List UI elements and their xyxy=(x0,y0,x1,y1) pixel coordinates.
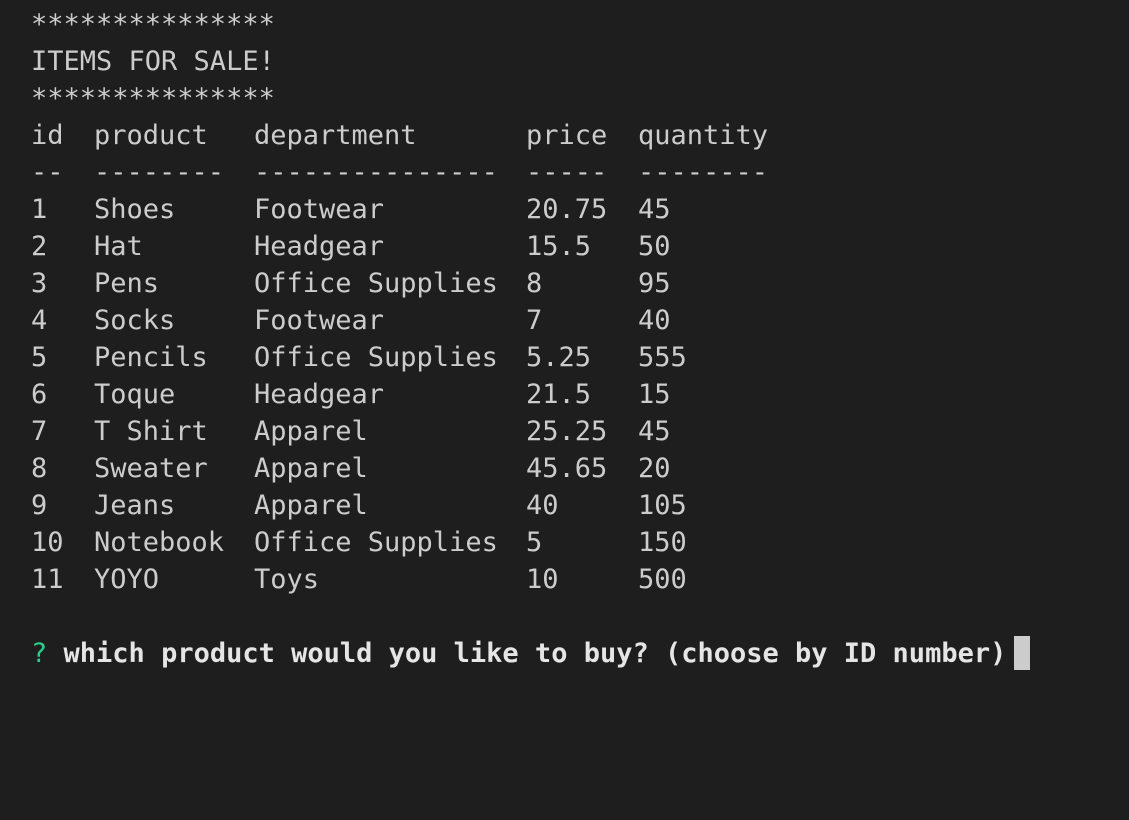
cell-department: Office Supplies xyxy=(254,527,498,558)
table-row: 2 Hat Headgear 15.5 50 xyxy=(31,228,1129,265)
cell-product: Pencils xyxy=(94,342,208,373)
cell-price: 8 xyxy=(526,268,543,299)
cell-id: 7 xyxy=(31,416,48,447)
cell-id: 8 xyxy=(31,453,48,484)
table-row: 3 Pens Office Supplies 8 95 xyxy=(31,265,1129,302)
cell-price: 25.25 xyxy=(526,416,608,447)
cell-department: Apparel xyxy=(254,453,368,484)
table-row: 11 YOYO Toys 10 500 xyxy=(31,561,1129,598)
cell-quantity: 20 xyxy=(638,453,671,484)
cell-product: Shoes xyxy=(94,194,176,225)
cell-id: 11 xyxy=(31,564,64,595)
table-header: id product department price quantity xyxy=(31,117,1129,154)
cell-id: 3 xyxy=(31,268,48,299)
cell-product: YOYO xyxy=(94,564,160,595)
banner-title: ITEMS FOR SALE! xyxy=(31,46,275,77)
separator-id: -- xyxy=(31,157,64,188)
cell-department: Footwear xyxy=(254,305,385,336)
cell-id: 2 xyxy=(31,231,48,262)
table-body: 1 Shoes Footwear 20.75 45 2 Hat Headgear… xyxy=(31,191,1129,598)
cell-department: Office Supplies xyxy=(254,342,498,373)
prompt-question: which product would you like to buy? (ch… xyxy=(63,638,1007,669)
header-quantity: quantity xyxy=(638,120,769,151)
cell-quantity: 555 xyxy=(638,342,687,373)
cell-quantity: 15 xyxy=(638,379,671,410)
cell-product: Pens xyxy=(94,268,160,299)
table-row: 8 Sweater Apparel 45.65 20 xyxy=(31,450,1129,487)
table-row: 4 Socks Footwear 7 40 xyxy=(31,302,1129,339)
header-price: price xyxy=(526,120,608,151)
table-row: 10 Notebook Office Supplies 5 150 xyxy=(31,524,1129,561)
cell-price: 10 xyxy=(526,564,559,595)
cell-id: 1 xyxy=(31,194,48,225)
cell-department: Apparel xyxy=(254,490,368,521)
cell-price: 5 xyxy=(526,527,543,558)
header-id: id xyxy=(31,120,64,151)
terminal-window[interactable]: *************** ITEMS FOR SALE! ********… xyxy=(0,0,1129,761)
cell-price: 21.5 xyxy=(526,379,592,410)
cell-price: 7 xyxy=(526,305,543,336)
table-row: 1 Shoes Footwear 20.75 45 xyxy=(31,191,1129,228)
cell-product: Hat xyxy=(94,231,143,262)
banner-bottom: *************** xyxy=(31,83,275,114)
table-row: 5 Pencils Office Supplies 5.25 555 xyxy=(31,339,1129,376)
cell-price: 45.65 xyxy=(526,453,608,484)
cell-quantity: 500 xyxy=(638,564,687,595)
cell-id: 4 xyxy=(31,305,48,336)
cell-quantity: 150 xyxy=(638,527,687,558)
cell-id: 6 xyxy=(31,379,48,410)
cell-department: Headgear xyxy=(254,231,385,262)
table-row: 9 Jeans Apparel 40 105 xyxy=(31,487,1129,524)
table-separator: -- -------- --------------- ----- ------… xyxy=(31,154,1129,191)
cell-price: 15.5 xyxy=(526,231,592,262)
table-row: 7 T Shirt Apparel 25.25 45 xyxy=(31,413,1129,450)
separator-product: -------- xyxy=(94,157,225,188)
table-row: 6 Toque Headgear 21.5 15 xyxy=(31,376,1129,413)
cell-product: Notebook xyxy=(94,527,225,558)
cell-product: Socks xyxy=(94,305,176,336)
cell-price: 20.75 xyxy=(526,194,608,225)
cell-product: Sweater xyxy=(94,453,208,484)
cell-quantity: 45 xyxy=(638,194,671,225)
cell-department: Footwear xyxy=(254,194,385,225)
separator-department: --------------- xyxy=(254,157,498,188)
header-department: department xyxy=(254,120,417,151)
cell-price: 5.25 xyxy=(526,342,592,373)
cell-quantity: 45 xyxy=(638,416,671,447)
cell-quantity: 95 xyxy=(638,268,671,299)
cell-department: Toys xyxy=(254,564,320,595)
separator-quantity: -------- xyxy=(638,157,769,188)
cell-quantity: 50 xyxy=(638,231,671,262)
header-product: product xyxy=(94,120,208,151)
prompt-line[interactable]: ? which product would you like to buy? (… xyxy=(31,635,1129,672)
blank-line xyxy=(31,598,1129,635)
cell-product: T Shirt xyxy=(94,416,208,447)
cell-product: Jeans xyxy=(94,490,176,521)
cell-price: 40 xyxy=(526,490,559,521)
cell-id: 9 xyxy=(31,490,48,521)
cell-department: Office Supplies xyxy=(254,268,498,299)
cell-quantity: 105 xyxy=(638,490,687,521)
cell-id: 10 xyxy=(31,527,64,558)
prompt-marker: ? xyxy=(31,638,48,669)
separator-price: ----- xyxy=(526,157,608,188)
cell-product: Toque xyxy=(94,379,176,410)
cell-id: 5 xyxy=(31,342,48,373)
text-cursor[interactable] xyxy=(1014,635,1031,670)
cell-quantity: 40 xyxy=(638,305,671,336)
banner-top: *************** xyxy=(31,9,275,40)
cell-department: Apparel xyxy=(254,416,368,447)
cell-department: Headgear xyxy=(254,379,385,410)
